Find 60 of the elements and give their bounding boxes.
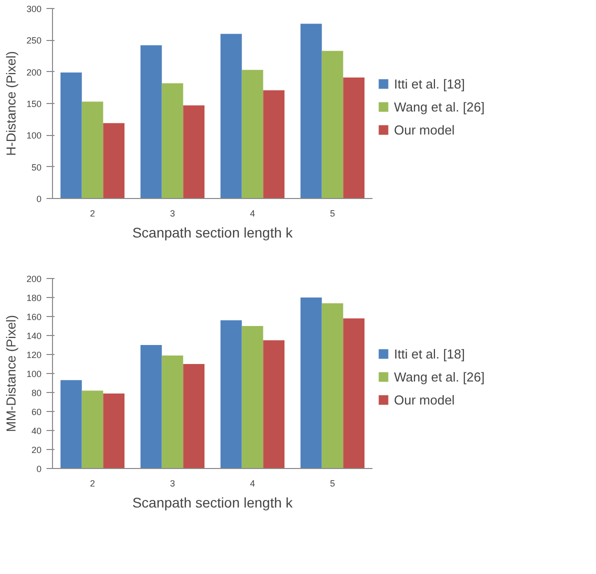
bar: [343, 78, 364, 198]
x-tick-label: 2: [90, 478, 96, 488]
legend-label: Wang et al. [26]: [394, 99, 485, 114]
bar: [60, 72, 82, 198]
bar: [183, 364, 204, 468]
legend-label: Itti et al. [18]: [394, 346, 465, 361]
y-tick-label: 80: [31, 388, 42, 398]
y-tick-label: 60: [31, 407, 42, 417]
legend-label: Our model: [394, 392, 455, 407]
x-tick-label: 3: [170, 478, 176, 488]
x-tick-label: 5: [330, 478, 336, 488]
x-tick-label: 3: [170, 208, 176, 218]
x-tick-label: 5: [330, 208, 336, 218]
bar: [322, 303, 344, 468]
x-tick-label: 4: [250, 208, 256, 218]
y-tick-label: 300: [26, 4, 42, 14]
y-tick-label: 140: [26, 331, 42, 341]
y-tick-label: 180: [26, 293, 42, 303]
x-axis-title: Scanpath section length k: [132, 494, 294, 510]
bar: [183, 105, 204, 198]
y-tick-label: 50: [31, 162, 42, 172]
bar: [162, 355, 184, 468]
bar: [263, 340, 284, 468]
y-tick-label: 0: [36, 194, 42, 204]
y-tick-label: 20: [31, 445, 42, 455]
y-tick-label: 0: [36, 464, 42, 474]
legend-label: Our model: [394, 122, 455, 137]
y-tick-label: 100: [26, 130, 42, 141]
legend-label: Wang et al. [26]: [394, 369, 485, 384]
bar: [103, 393, 124, 468]
y-tick-label: 250: [26, 36, 42, 46]
bar: [220, 34, 242, 198]
y-tick-label: 160: [26, 312, 42, 322]
bar: [263, 90, 284, 198]
y-tick-label: 200: [26, 274, 42, 284]
y-axis-title: MM-Distance (Pixel): [3, 314, 18, 432]
x-tick-label: 4: [250, 478, 256, 488]
bar: [343, 318, 364, 468]
y-tick-label: 200: [26, 67, 42, 78]
bar: [140, 45, 162, 198]
bar: [60, 380, 82, 468]
y-axis-title: H-Distance (Pixel): [3, 51, 18, 156]
bar: [82, 102, 104, 198]
bar: [82, 390, 104, 468]
bar: [242, 70, 264, 198]
bar: [220, 320, 242, 468]
bar: [103, 123, 124, 198]
y-tick-label: 120: [26, 350, 42, 360]
bar: [300, 298, 322, 468]
legend-label: Itti et al. [18]: [394, 76, 465, 91]
bar: [242, 326, 264, 468]
bar: [322, 50, 344, 198]
x-axis-title: Scanpath section length k: [132, 224, 294, 240]
bar: [300, 24, 322, 198]
bar: [140, 345, 162, 468]
y-tick-label: 150: [26, 99, 42, 109]
x-tick-label: 2: [90, 208, 96, 218]
bar: [162, 83, 184, 198]
y-tick-label: 100: [26, 369, 42, 379]
y-tick-label: 40: [31, 426, 42, 436]
